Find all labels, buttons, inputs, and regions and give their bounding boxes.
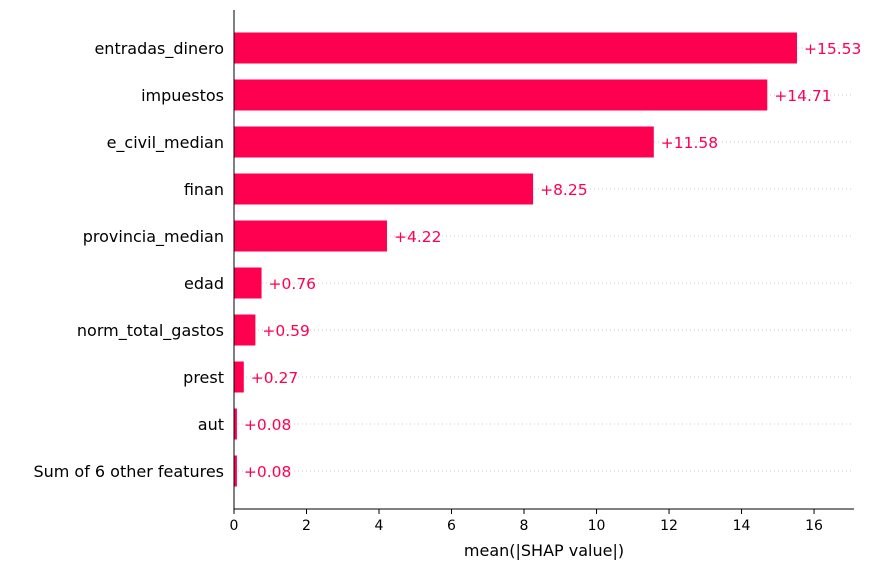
category-label: impuestos — [141, 86, 224, 105]
bar-sum-of-6-other-features — [234, 455, 237, 487]
x-tick-label: 10 — [588, 518, 606, 534]
value-label: +8.25 — [540, 181, 588, 199]
x-axis-ticks: 0 2 4 6 8 10 12 14 16 — [230, 509, 823, 534]
value-label: +14.71 — [774, 87, 831, 105]
x-tick-label: 0 — [230, 518, 239, 534]
value-label: +11.58 — [661, 134, 718, 152]
bar-edad — [234, 267, 262, 299]
x-tick-label: 6 — [447, 518, 456, 534]
value-label: +15.53 — [804, 40, 861, 58]
bars — [234, 32, 797, 487]
bar-finan — [234, 173, 534, 205]
bar-entradas_dinero — [234, 32, 797, 64]
row-guides — [234, 47, 854, 472]
category-label: Sum of 6 other features — [33, 462, 224, 481]
bar-prest — [234, 361, 244, 393]
x-tick-label: 14 — [733, 518, 751, 534]
x-tick-label: 8 — [520, 518, 529, 534]
x-tick-label: 16 — [805, 518, 823, 534]
x-tick-label: 4 — [375, 518, 384, 534]
x-tick-label: 2 — [302, 518, 311, 534]
bar-norm_total_gastos — [234, 314, 256, 346]
category-label: edad — [184, 274, 224, 293]
x-tick-label: 12 — [660, 518, 678, 534]
bar-provincia_median — [234, 220, 387, 252]
value-label: +0.08 — [244, 416, 292, 434]
bar-aut — [234, 408, 237, 440]
category-label: entradas_dinero — [94, 39, 224, 59]
category-label: e_civil_median — [107, 133, 224, 153]
category-label: prest — [183, 368, 224, 387]
x-axis-title: mean(|SHAP value|) — [464, 541, 624, 560]
category-label: aut — [198, 415, 224, 434]
value-label: +0.76 — [269, 275, 317, 293]
category-label: norm_total_gastos — [77, 321, 224, 341]
category-labels: entradas_dinero impuestos e_civil_medianfi… — [33, 39, 224, 481]
value-label: +0.08 — [244, 463, 292, 481]
value-label: +0.27 — [251, 369, 299, 387]
value-labels: +15.53 +14.71 +11.58 +8.25 +4.22 +0.76 +0.59 +0… — [244, 40, 861, 481]
category-label: provincia_median — [83, 227, 224, 247]
category-label: finan — [184, 180, 224, 199]
value-label: +0.59 — [262, 322, 310, 340]
value-label: +4.22 — [394, 228, 442, 246]
bar-impuestos — [234, 79, 768, 111]
bar-e_civil_median — [234, 126, 654, 158]
